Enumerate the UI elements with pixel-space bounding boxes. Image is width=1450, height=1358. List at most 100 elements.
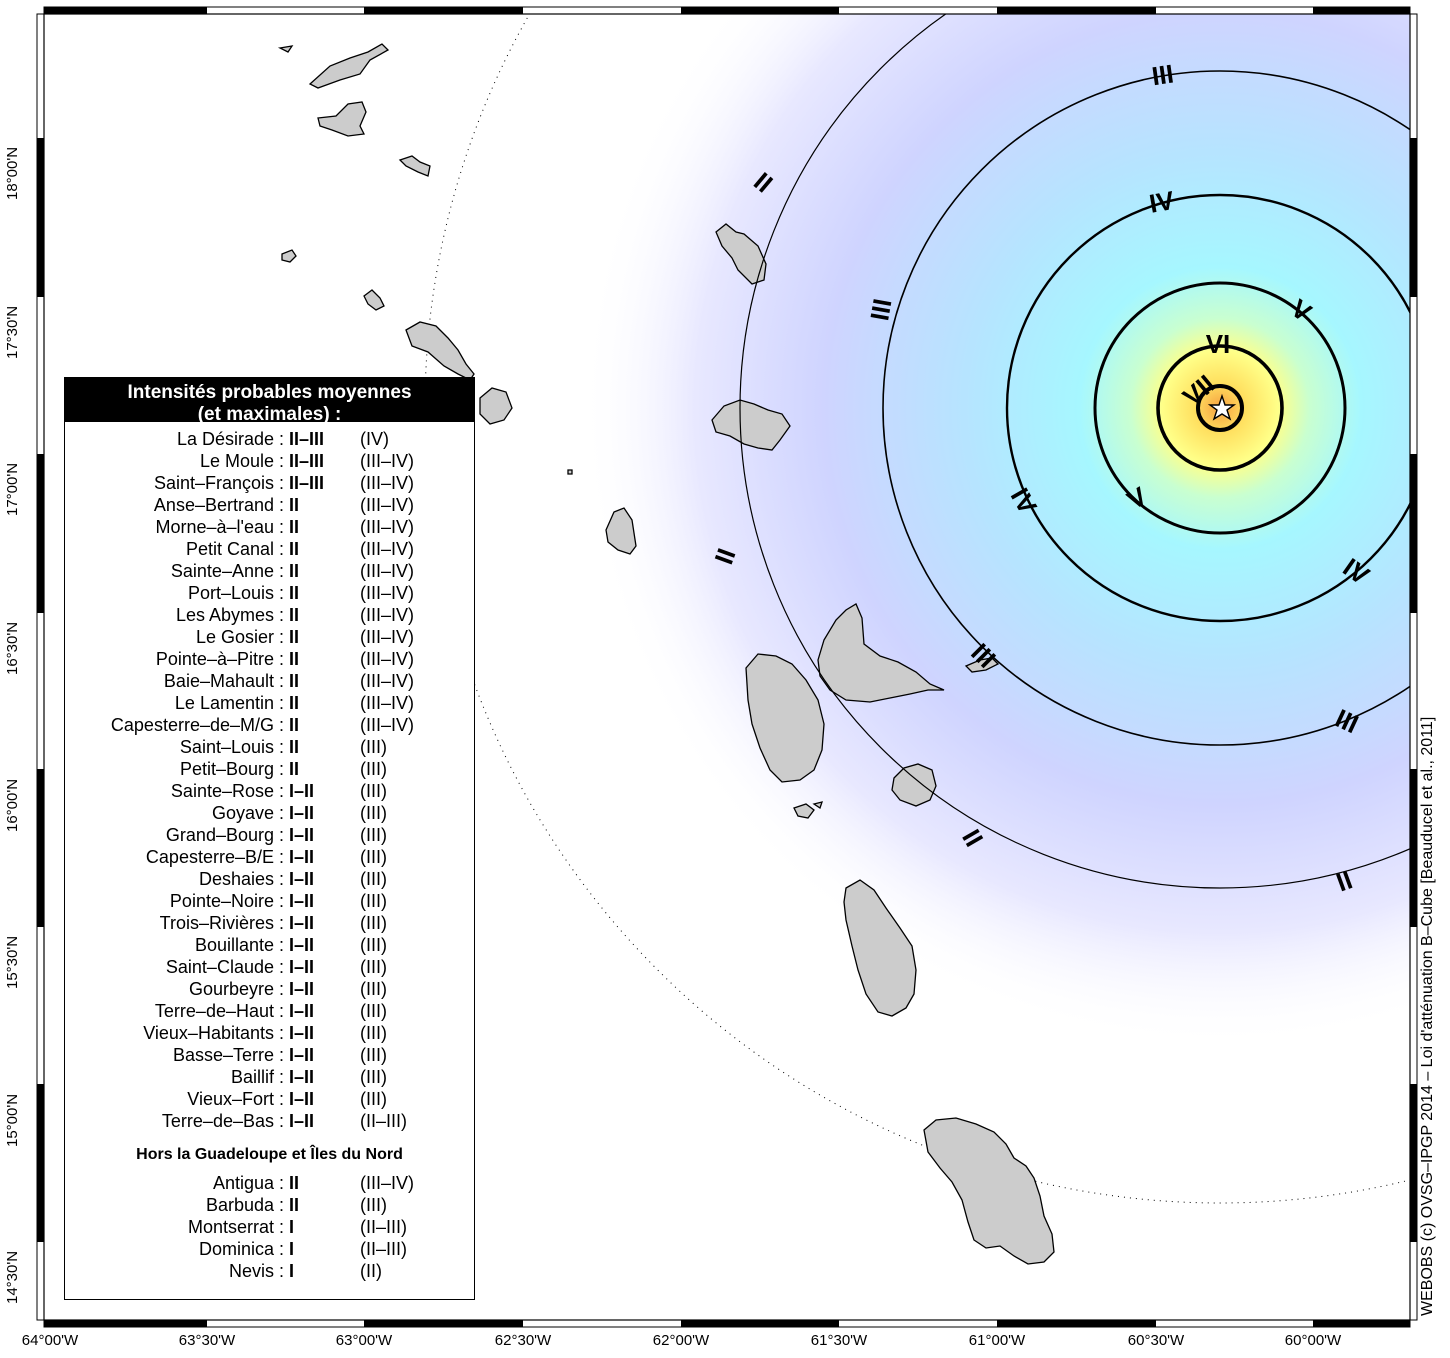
legend-max-intensity: (II–III): [360, 1217, 408, 1237]
legend-mean-intensity: II–III: [289, 473, 325, 493]
legend-place-name: Montserrat :: [187, 1217, 284, 1237]
legend-mean-intensity: II: [289, 737, 300, 757]
lat-tick-label: 14°30'N: [4, 1250, 21, 1304]
legend-place-name: Bouillante :: [194, 935, 284, 955]
legend-max-intensity: (III): [360, 759, 387, 779]
legend-max-intensity: (II–III): [360, 1111, 408, 1131]
la-desirade-island: [964, 657, 1000, 673]
legend-place-name: Grand–Bourg :: [165, 825, 284, 845]
isoseist-ring-vi: [1156, 344, 1284, 472]
legend-place-name: Basse–Terre :: [172, 1045, 284, 1065]
legend-max-intensity: (III): [360, 737, 387, 757]
lon-tick-label: 61°30'W: [810, 1332, 868, 1349]
lon-tick-label: 60°30'W: [1127, 1332, 1185, 1349]
isoseist-ring-ii: [739, 14, 1410, 889]
legend-max-intensity: (III): [360, 1023, 387, 1043]
legend-max-intensity: (III): [360, 825, 387, 845]
legend-row: Montserrat : I (II–III): [65, 1216, 474, 1238]
lon-tick-label: 64°00'W: [21, 1332, 79, 1349]
lat-tick-label: 15°00'N: [4, 1093, 21, 1147]
legend-mean-intensity: I–II: [289, 935, 315, 955]
lon-tick-label: 63°00'W: [335, 1332, 393, 1349]
isoseist-label: III: [864, 296, 897, 323]
legend-mean-intensity: I–II: [289, 803, 315, 823]
legend-subtitle: Hors la Guadeloupe et Îles du Nord: [136, 1146, 403, 1163]
legend-place-name: Terre–de–Bas :: [161, 1111, 284, 1131]
legend-row: Anse–Bertrand : II (III–IV): [65, 494, 474, 516]
legend-max-intensity: (III–IV): [360, 627, 415, 647]
legend-place-name: Antigua :: [212, 1173, 284, 1193]
legend-place-name: Port–Louis :: [187, 583, 284, 603]
legend-place-name: Capesterre–B/E :: [145, 847, 284, 867]
legend-max-intensity: (III): [360, 913, 387, 933]
legend-row: Petit–Bourg : II (III): [65, 758, 474, 780]
legend-place-name: Terre–de–Haut :: [154, 1001, 284, 1021]
isoseist-ring-v: [1093, 281, 1347, 535]
legend-mean-intensity: II: [289, 495, 300, 515]
legend-max-intensity: (III–IV): [360, 649, 415, 669]
legend-place-name: Capesterre–de–M/G :: [110, 715, 284, 735]
legend-mean-intensity: I–II: [289, 1089, 315, 1109]
lat-tick-label: 16°30'N: [4, 621, 21, 675]
legend-mean-intensity: I–II: [289, 1067, 315, 1087]
legend-row: Terre–de–Bas : I–II (II–III): [65, 1110, 474, 1132]
legend-mean-intensity: I–II: [289, 1023, 315, 1043]
legend-place-name: Nevis :: [228, 1261, 284, 1281]
legend-mean-intensity: II: [289, 759, 300, 779]
legend-row: La Désirade : II–III (IV): [65, 428, 474, 450]
legend-mean-intensity: I–II: [289, 913, 315, 933]
barbuda-island: [715, 223, 767, 285]
isoseist-label: IV: [1147, 185, 1177, 219]
legend-max-intensity: (III): [360, 1089, 387, 1109]
lon-tick-label: 62°30'W: [494, 1332, 552, 1349]
legend-mean-intensity: I–II: [289, 847, 315, 867]
legend-max-intensity: (III–IV): [360, 495, 415, 515]
legend-place-name: Vieux–Habitants :: [143, 1023, 284, 1043]
shaking-intensity-field: [580, 14, 1410, 1048]
lat-tick-label: 18°00'N: [4, 146, 21, 200]
legend-mean-intensity: I–II: [289, 1045, 315, 1065]
legend-max-intensity: (III): [360, 847, 387, 867]
legend-max-intensity: (II–III): [360, 1239, 408, 1259]
legend-mean-intensity: I–II: [289, 891, 315, 911]
legend-mean-intensity: II: [289, 627, 300, 647]
lat-tick-label: 15°30'N: [4, 935, 21, 989]
legend-max-intensity: (III–IV): [360, 671, 415, 691]
legend-row: Barbuda : II (III): [65, 1194, 474, 1216]
legend-max-intensity: (III–IV): [360, 715, 415, 735]
legend-row: Petit Canal : II (III–IV): [65, 538, 474, 560]
legend-place-name: Gourbeyre :: [188, 979, 284, 999]
legend-row: Saint–Claude : I–II (III): [65, 956, 474, 978]
legend-place-name: Baie–Mahault :: [163, 671, 284, 691]
legend-row: Le Moule : II–III (III–IV): [65, 450, 474, 472]
saba-island: [281, 249, 297, 263]
legend-mean-intensity: II: [289, 583, 300, 603]
legend-row: Port–Louis : II (III–IV): [65, 582, 474, 604]
legend-max-intensity: (III): [360, 1001, 387, 1021]
legend-row: Basse–Terre : I–II (III): [65, 1044, 474, 1066]
isoseist-ring-iv: [1005, 193, 1410, 623]
legend-title: Intensités probables moyennes (et maxima…: [65, 378, 474, 425]
dominica-island: [843, 879, 917, 1017]
legend-row: Sainte–Anne : II (III–IV): [65, 560, 474, 582]
legend-place-name: Trois–Rivières :: [159, 913, 284, 933]
legend-mean-intensity: I: [289, 1217, 295, 1237]
saint-barthelemy-island: [398, 155, 431, 177]
legend-row: Le Gosier : II (III–IV): [65, 626, 474, 648]
legend-mean-intensity: I–II: [289, 825, 315, 845]
legend-place-name: Dominica :: [198, 1239, 284, 1259]
legend-place-name: Baillif :: [230, 1067, 284, 1087]
isoseist-ring-iii: [882, 70, 1410, 746]
legend-mean-intensity: II: [289, 693, 300, 713]
legend-mean-intensity: I–II: [289, 781, 315, 801]
legend-max-intensity: (III–IV): [360, 1173, 415, 1193]
redonda-island: [567, 469, 573, 475]
legend-place-name: Le Lamentin :: [174, 693, 284, 713]
legend-row: Vieux–Fort : I–II (III): [65, 1088, 474, 1110]
legend-max-intensity: (III): [360, 1067, 387, 1087]
legend-place-name: Pointe–Noire :: [169, 891, 284, 911]
les-saintes-islands: [793, 801, 823, 819]
legend-row: Vieux–Habitants : I–II (III): [65, 1022, 474, 1044]
legend-title-line1: Intensités probables moyennes: [127, 382, 412, 403]
montserrat-island: [605, 507, 637, 555]
